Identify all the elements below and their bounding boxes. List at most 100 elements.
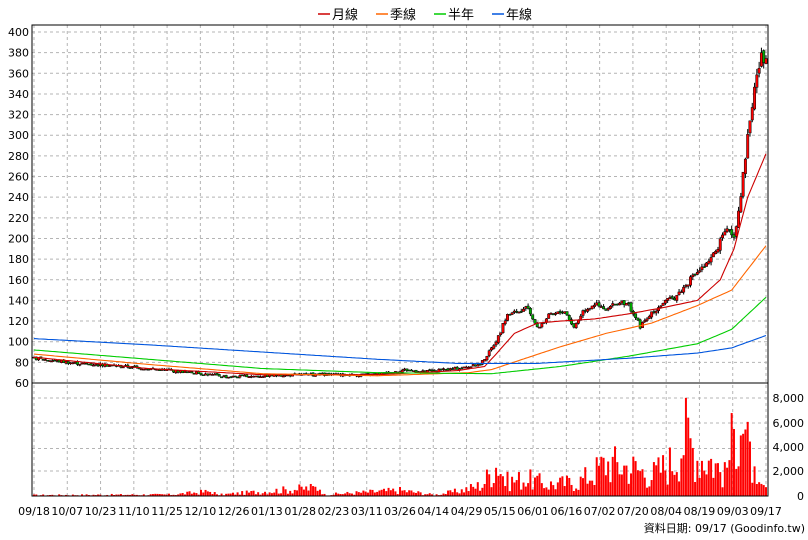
volume-bar: [193, 492, 196, 496]
volume-bar: [261, 493, 264, 496]
price-tick-label: 260: [8, 171, 29, 184]
price-tick-label: 400: [8, 26, 29, 39]
volume-bar: [627, 483, 630, 496]
candle-body: [432, 369, 436, 372]
volume-bar: [488, 474, 491, 496]
volume-bar: [92, 494, 95, 496]
ma-line-3: [33, 334, 767, 364]
volume-bar: [579, 476, 582, 496]
volume-bar: [151, 494, 154, 496]
candle-body: [519, 311, 523, 313]
volume-bar: [506, 471, 509, 496]
volume-bar: [341, 494, 344, 496]
volume-bar: [403, 490, 406, 496]
volume-bar: [163, 494, 166, 496]
candle-body: [400, 369, 404, 373]
volume-bar: [188, 491, 191, 496]
candle-body: [647, 316, 651, 319]
volume-bar: [291, 493, 294, 496]
volume-bar: [133, 494, 136, 496]
volume-bar: [607, 461, 610, 496]
volume-bar: [442, 493, 445, 496]
volume-bar: [392, 488, 395, 496]
volume-bar: [51, 494, 54, 496]
volume-bar: [334, 492, 337, 496]
volume-bar: [35, 494, 38, 496]
volume-bar: [357, 492, 360, 496]
volume-bar: [115, 494, 118, 496]
volume-bar: [318, 489, 321, 496]
candle-body: [757, 67, 761, 74]
price-tick-label: 100: [8, 336, 29, 349]
candle-body: [581, 310, 585, 316]
volume-bar: [419, 492, 422, 496]
volume-bar: [609, 482, 612, 496]
candle-body: [661, 302, 665, 306]
volume-bar: [556, 482, 559, 496]
candle-body: [570, 319, 574, 325]
volume-bar: [483, 484, 486, 496]
volume-bar: [748, 441, 751, 496]
candle-body: [753, 86, 757, 110]
volume-bar: [684, 397, 687, 496]
volume-bar: [186, 491, 189, 496]
candle-body: [531, 314, 535, 320]
volume-bar: [575, 488, 578, 496]
volume-bar: [229, 493, 232, 496]
volume-bar: [337, 493, 340, 496]
candle-body: [526, 305, 530, 309]
volume-bar: [547, 489, 550, 496]
volume-bar: [117, 494, 120, 496]
volume-bar: [611, 456, 614, 496]
candle-body: [748, 120, 752, 134]
candle-body: [636, 317, 640, 321]
volume-bar: [501, 476, 504, 496]
volume-bar: [524, 486, 527, 496]
candle-body: [737, 210, 740, 228]
candle-body: [622, 300, 626, 305]
volume-bar: [481, 487, 484, 496]
volume-bar: [99, 494, 102, 496]
volume-bar: [206, 491, 209, 496]
volume-bar: [369, 489, 372, 496]
volume-bar: [634, 461, 637, 496]
volume-bar: [202, 492, 205, 496]
volume-bar: [129, 494, 132, 496]
volume-bar: [755, 484, 758, 496]
volume-bar: [161, 494, 164, 496]
candle-body: [682, 286, 686, 293]
candle-body: [755, 74, 759, 88]
price-tick-label: 300: [8, 129, 29, 142]
volume-bar: [584, 467, 587, 496]
volume-bar: [293, 489, 296, 496]
price-tick-label: 380: [8, 47, 29, 60]
volume-bar: [234, 494, 237, 496]
volume-bar: [58, 494, 61, 496]
volume-bar: [232, 492, 235, 496]
volume-bar: [181, 493, 184, 496]
price-tick-label: 60: [15, 377, 29, 390]
volume-bar: [485, 469, 488, 496]
moving-average-lines: [33, 153, 767, 377]
candle-body: [469, 366, 473, 368]
volume-bar: [563, 486, 566, 496]
price-tick-label: 360: [8, 67, 29, 80]
volume-bar: [618, 474, 621, 496]
candle-body: [128, 367, 132, 369]
candle-body: [217, 374, 221, 377]
candle-body: [455, 366, 459, 370]
volume-bar: [531, 489, 534, 496]
ma-line-1: [33, 245, 767, 377]
volume-bar: [538, 473, 541, 496]
volume-bar: [511, 476, 514, 496]
candle-body: [506, 314, 509, 321]
volume-bar: [389, 490, 392, 496]
volume-bar: [243, 494, 246, 496]
volume-bar: [595, 457, 598, 496]
volume-bar: [87, 494, 90, 496]
volume-bar: [42, 494, 45, 496]
date-tick-label: 08/19: [684, 505, 716, 518]
volume-bar: [167, 493, 170, 496]
volume-bar: [344, 493, 347, 496]
volume-bar: [639, 471, 642, 496]
